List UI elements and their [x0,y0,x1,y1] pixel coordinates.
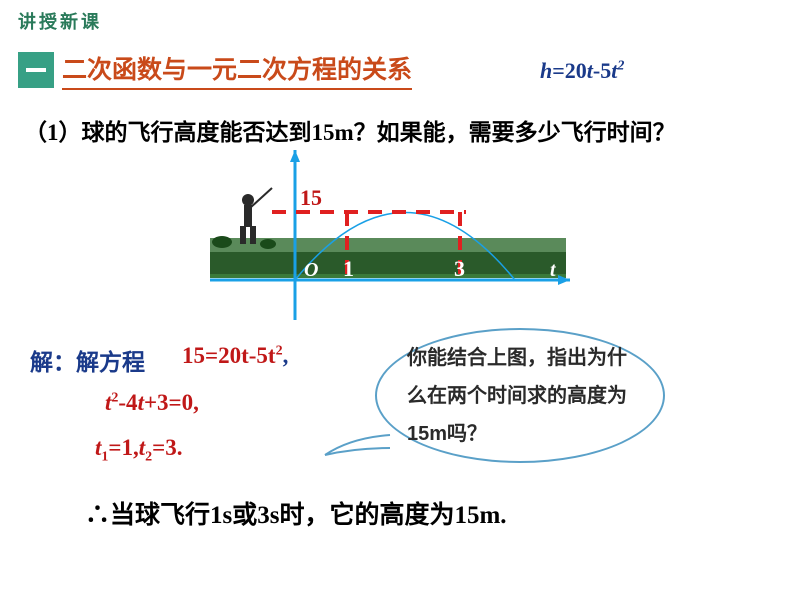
equation-line-2: t2-4t+3=0, [105,390,199,416]
bush-icon [260,239,276,249]
chart-svg: 15 O 1 3 t [210,150,570,320]
bubble-text: 你能结合上图，指出为什么在两个时间求的高度为15m吗？ [377,339,663,453]
y-axis-arrow-icon [290,150,300,162]
page-title: 二次函数与一元二次方程的关系 [62,50,412,90]
conclusion-text: ∴当球飞行1s或3s时，它的高度为15m. [85,495,507,531]
tick-1: 1 [343,256,354,281]
section-label: 讲授新课 [18,8,102,34]
title-row: 二次函数与一元二次方程的关系 [18,50,412,90]
origin-label: O [304,259,318,281]
solution-label: 解：解方程 [30,343,145,377]
golfer-icon [240,188,272,244]
bush-icon [212,236,232,248]
tick-3: 3 [454,256,465,281]
speech-bubble: 你能结合上图，指出为什么在两个时间求的高度为15m吗？ [375,328,665,463]
physics-chart: 15 O 1 3 t [210,150,570,320]
label-15: 15 [300,185,322,210]
title-square-icon [18,52,54,88]
equation-line-1: 15=20t-5t2, [182,343,288,369]
equation-line-3: t1=1,t2=3. [95,435,183,466]
top-equation: h=20t-5t2 [540,58,624,84]
